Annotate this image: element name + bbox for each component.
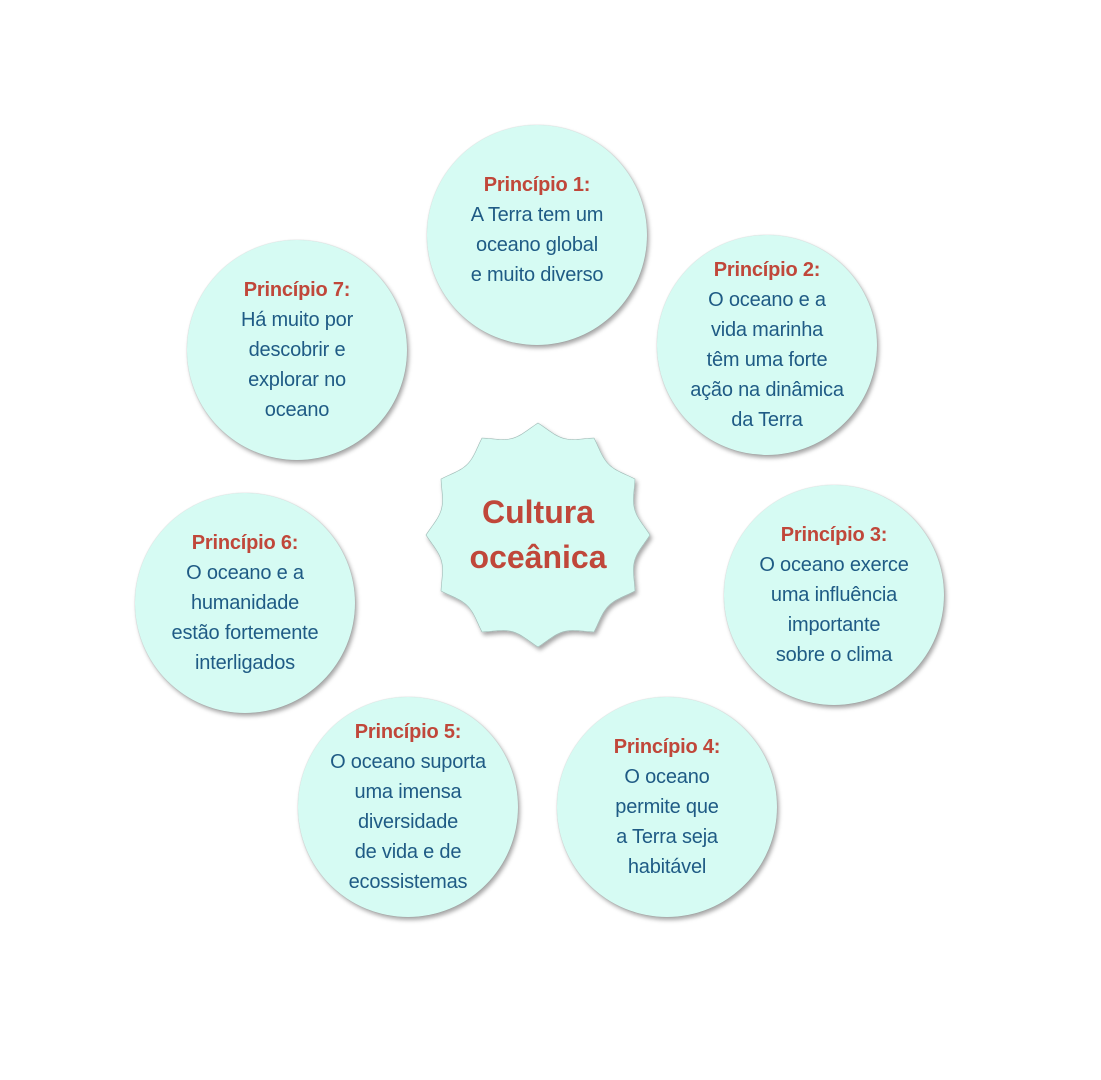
principle-7-line-4: oceano (264, 399, 330, 421)
principle-3-line-2: uma influência (770, 584, 898, 606)
principle-2-line-1: O oceano e a (708, 289, 826, 311)
principle-4-line-2: permite que (615, 796, 719, 818)
principle-2-line-3: têm uma forte (706, 349, 828, 371)
principle-6-bubble: Princípio 6: O oceano e a humanidade est… (135, 493, 355, 713)
center-scalloped-shape (425, 422, 651, 648)
principle-7-bubble: Princípio 7: Há muito por descobrir e ex… (187, 240, 407, 460)
principle-1-line-3: e muito diverso (470, 264, 604, 286)
principle-6-line-3: estão fortemente (171, 622, 319, 644)
principle-2-line-2: vida marinha (710, 319, 824, 341)
principle-6-line-4: interligados (195, 652, 295, 674)
principle-5-line-1: O oceano suporta (330, 751, 486, 773)
center-label-line-1: Cultura (482, 494, 594, 530)
principle-4-line-3: a Terra seja (616, 826, 718, 848)
principle-6-line-1: O oceano e a (186, 562, 304, 584)
principle-2-line-4: ação na dinâmica (690, 379, 844, 401)
principle-2-line-5: da Terra (731, 409, 803, 431)
principle-4-bubble: Princípio 4: O oceano permite que a Terr… (557, 697, 777, 917)
principle-2-title: Princípio 2: (713, 259, 821, 281)
principle-5-line-5: ecossistemas (348, 871, 468, 893)
principle-5-bubble: Princípio 5: O oceano suporta uma imensa… (298, 697, 518, 917)
principle-1-bubble: Princípio 1: A Terra tem um oceano globa… (427, 125, 647, 345)
principle-6-title: Princípio 6: (191, 532, 299, 554)
principle-7-title: Princípio 7: (243, 279, 351, 301)
principle-3-line-3: importante (787, 614, 881, 636)
principle-2-bubble: Princípio 2: O oceano e a vida marinha t… (657, 235, 877, 455)
principle-5-line-4: de vida e de (354, 841, 462, 863)
principle-6-line-2: humanidade (190, 592, 300, 614)
principle-4-title: Princípio 4: (613, 736, 721, 758)
principle-7-line-1: Há muito por (240, 309, 354, 331)
principle-1-line-2: oceano global (476, 234, 598, 256)
principle-7-line-2: descobrir e (248, 339, 346, 361)
principle-1-title: Princípio 1: (483, 174, 591, 196)
principle-3-line-4: sobre o clima (775, 644, 893, 666)
principle-3-title: Princípio 3: (780, 524, 888, 546)
principle-3-line-1: O oceano exerce (759, 554, 909, 576)
principle-3-bubble: Princípio 3: O oceano exerce uma influên… (724, 485, 944, 705)
principle-4-line-4: habitável (627, 856, 707, 878)
center-label: Cultura oceânica (418, 415, 658, 655)
center-label-line-2: oceânica (469, 539, 607, 575)
principle-5-line-2: uma imensa (354, 781, 462, 803)
principle-4-line-1: O oceano (624, 766, 710, 788)
principle-5-line-3: diversidade (357, 811, 459, 833)
principle-5-title: Princípio 5: (354, 721, 462, 743)
principle-1-line-1: A Terra tem um (470, 204, 604, 226)
principle-7-line-3: explorar no (248, 369, 346, 391)
